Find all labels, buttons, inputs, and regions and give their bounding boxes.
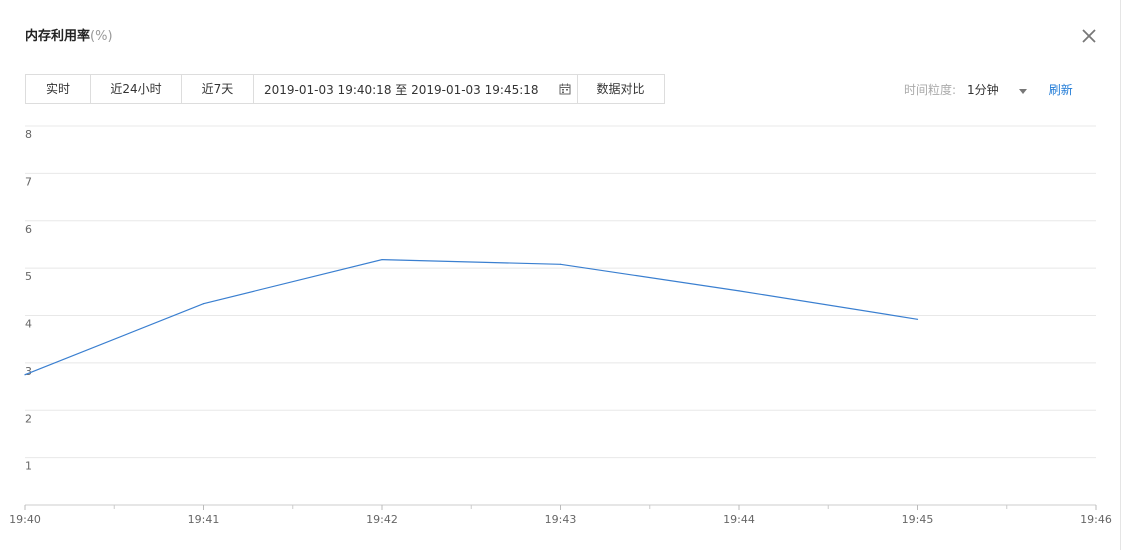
data-compare-button[interactable]: 数据对比 <box>576 74 665 104</box>
y-axis-ticks: 1 2 3 4 5 6 7 8 <box>25 128 32 473</box>
range-7d-button[interactable]: 近7天 <box>181 74 254 104</box>
y-tick-label: 8 <box>25 128 32 141</box>
y-tick-label: 7 <box>25 175 32 188</box>
date-range-text: 2019-01-03 19:40:18 至 2019-01-03 19:45:1… <box>264 82 539 97</box>
range-24h-button[interactable]: 近24小时 <box>90 74 182 104</box>
data-point <box>24 374 26 376</box>
y-tick-label: 1 <box>25 460 32 473</box>
x-tick-label: 19:46 <box>1080 513 1112 526</box>
data-point <box>916 318 919 320</box>
series-layer <box>24 258 919 376</box>
chart-unit: (%) <box>90 29 113 44</box>
granularity-value: 1分钟 <box>967 83 999 97</box>
refresh-link[interactable]: 刷新 <box>1048 83 1073 97</box>
data-point <box>202 303 205 305</box>
close-button[interactable] <box>1080 27 1098 45</box>
x-tick-label: 19:42 <box>366 513 398 526</box>
grid-lines <box>25 125 1096 459</box>
y-tick-label: 5 <box>25 270 32 283</box>
y-tick-label: 6 <box>25 223 32 236</box>
granularity-select[interactable]: 1分钟 <box>967 82 1027 98</box>
granularity-label: 时间粒度: <box>904 83 957 97</box>
data-point <box>381 258 383 261</box>
data-point <box>559 263 562 265</box>
y-tick-label: 3 <box>25 365 32 378</box>
x-axis: 19:40 19:41 19:42 19:43 19:44 19:45 19:46 <box>9 504 1112 526</box>
chart-title: 内存利用率 <box>25 29 91 44</box>
range-realtime-button[interactable]: 实时 <box>25 74 91 104</box>
granularity-control: 时间粒度: 1分钟 刷新 <box>904 82 1073 98</box>
x-tick-label: 19:43 <box>545 513 577 526</box>
close-icon <box>1082 29 1096 43</box>
date-range-picker[interactable]: 2019-01-03 19:40:18 至 2019-01-03 19:45:1… <box>253 74 578 104</box>
calendar-icon <box>559 83 571 95</box>
series-line <box>24 258 918 376</box>
x-tick-label: 19:44 <box>723 513 755 526</box>
data-point <box>738 290 740 292</box>
x-tick-label: 19:41 <box>188 513 220 526</box>
x-tick-label: 19:45 <box>902 513 934 526</box>
y-tick-label: 4 <box>25 318 32 331</box>
x-tick-label: 19:40 <box>9 513 41 526</box>
y-tick-label: 2 <box>25 412 32 425</box>
caret-down-icon <box>1018 82 1027 98</box>
time-range-toolbar: 实时 近24小时 近7天 2019-01-03 19:40:18 至 2019-… <box>25 74 665 104</box>
page-title: 内存利用率(%) <box>25 29 113 45</box>
